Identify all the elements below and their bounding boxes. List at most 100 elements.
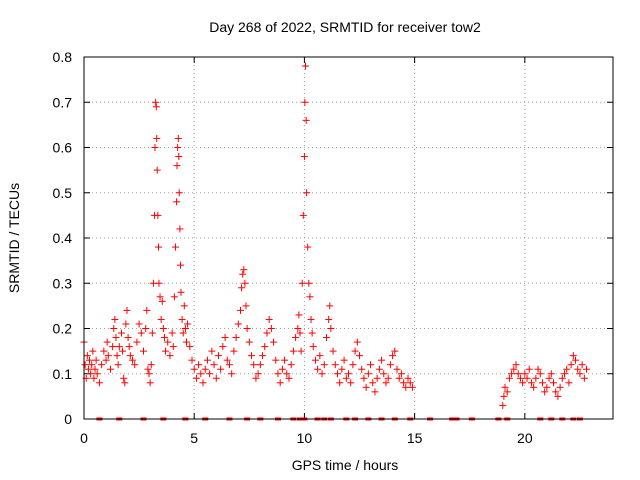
data-point — [336, 379, 344, 387]
data-point — [95, 379, 103, 387]
data-point — [283, 370, 291, 378]
data-point — [133, 338, 141, 346]
data-point — [369, 379, 377, 387]
data-point — [267, 325, 275, 332]
data-point — [192, 374, 200, 382]
data-point — [299, 211, 307, 219]
data-point — [126, 352, 134, 360]
data-point — [92, 356, 100, 364]
data-point — [580, 374, 588, 382]
data-point — [122, 320, 130, 328]
data-point — [87, 370, 95, 378]
data-point — [373, 374, 381, 382]
data-point — [508, 370, 516, 378]
data-point — [386, 361, 394, 369]
data-point — [90, 374, 98, 382]
data-point — [102, 356, 110, 364]
data-point — [301, 98, 309, 106]
data-point — [206, 370, 214, 378]
data-point — [153, 166, 161, 174]
data-point — [98, 361, 106, 369]
data-point — [239, 270, 247, 278]
data-point — [120, 374, 128, 382]
data-point — [287, 361, 295, 369]
data-point — [294, 325, 302, 332]
data-point — [162, 347, 170, 355]
data-point — [345, 370, 352, 378]
data-point — [276, 379, 284, 387]
data-point — [391, 347, 399, 355]
data-point — [173, 198, 181, 206]
data-point — [499, 401, 507, 409]
data-point — [349, 361, 357, 369]
data-point — [583, 365, 591, 373]
chart-title: Day 268 of 2022, SRMTID for receiver tow… — [209, 19, 481, 35]
data-point — [230, 347, 238, 355]
data-point — [182, 338, 190, 346]
data-point — [250, 361, 258, 369]
data-point — [347, 379, 355, 387]
data-point — [525, 365, 533, 373]
data-point — [351, 347, 359, 355]
data-point — [356, 352, 364, 360]
data-point — [353, 338, 361, 346]
data-point — [326, 302, 334, 310]
data-point — [285, 374, 293, 382]
data-point — [140, 347, 148, 355]
data-point — [316, 352, 324, 360]
data-point — [295, 311, 303, 319]
data-point — [547, 370, 555, 378]
data-point — [228, 370, 236, 378]
data-point — [297, 347, 305, 355]
data-point — [527, 379, 535, 387]
data-point — [212, 374, 220, 382]
data-point — [530, 383, 538, 391]
data-point — [543, 383, 551, 391]
data-point — [364, 370, 372, 378]
data-point — [397, 370, 405, 378]
data-point — [516, 374, 524, 382]
data-point — [303, 189, 311, 197]
data-point — [238, 284, 246, 292]
data-point — [144, 365, 152, 373]
data-point — [159, 325, 167, 332]
data-point — [512, 361, 520, 369]
data-point — [179, 329, 187, 337]
data-point — [210, 361, 218, 369]
data-point — [292, 334, 300, 342]
data-point — [177, 261, 185, 269]
x-tick-label: 20 — [517, 430, 533, 446]
data-point — [331, 361, 339, 369]
data-point — [503, 388, 511, 396]
data-point — [208, 347, 216, 355]
data-point — [304, 243, 312, 251]
y-tick-label: 0 — [64, 411, 72, 427]
data-point — [395, 374, 403, 382]
data-point — [500, 392, 508, 400]
data-point — [199, 379, 207, 387]
data-point — [563, 365, 571, 373]
data-point — [201, 365, 209, 373]
data-point — [318, 370, 326, 378]
data-point — [148, 329, 156, 337]
data-point — [309, 343, 317, 351]
data-point — [245, 338, 253, 346]
data-point — [578, 361, 586, 369]
data-point — [214, 352, 222, 360]
data-point — [561, 370, 569, 378]
data-point — [402, 383, 410, 391]
data-point — [176, 225, 184, 233]
data-point — [532, 374, 540, 382]
data-point — [188, 356, 196, 364]
data-point — [154, 211, 162, 219]
data-point — [322, 334, 330, 342]
data-point — [170, 293, 178, 301]
data-point — [180, 302, 188, 310]
data-point — [171, 243, 179, 251]
x-tick-label: 10 — [297, 430, 313, 446]
data-point — [358, 365, 366, 373]
data-point — [541, 388, 549, 396]
data-point — [177, 288, 185, 296]
data-point — [327, 325, 335, 332]
